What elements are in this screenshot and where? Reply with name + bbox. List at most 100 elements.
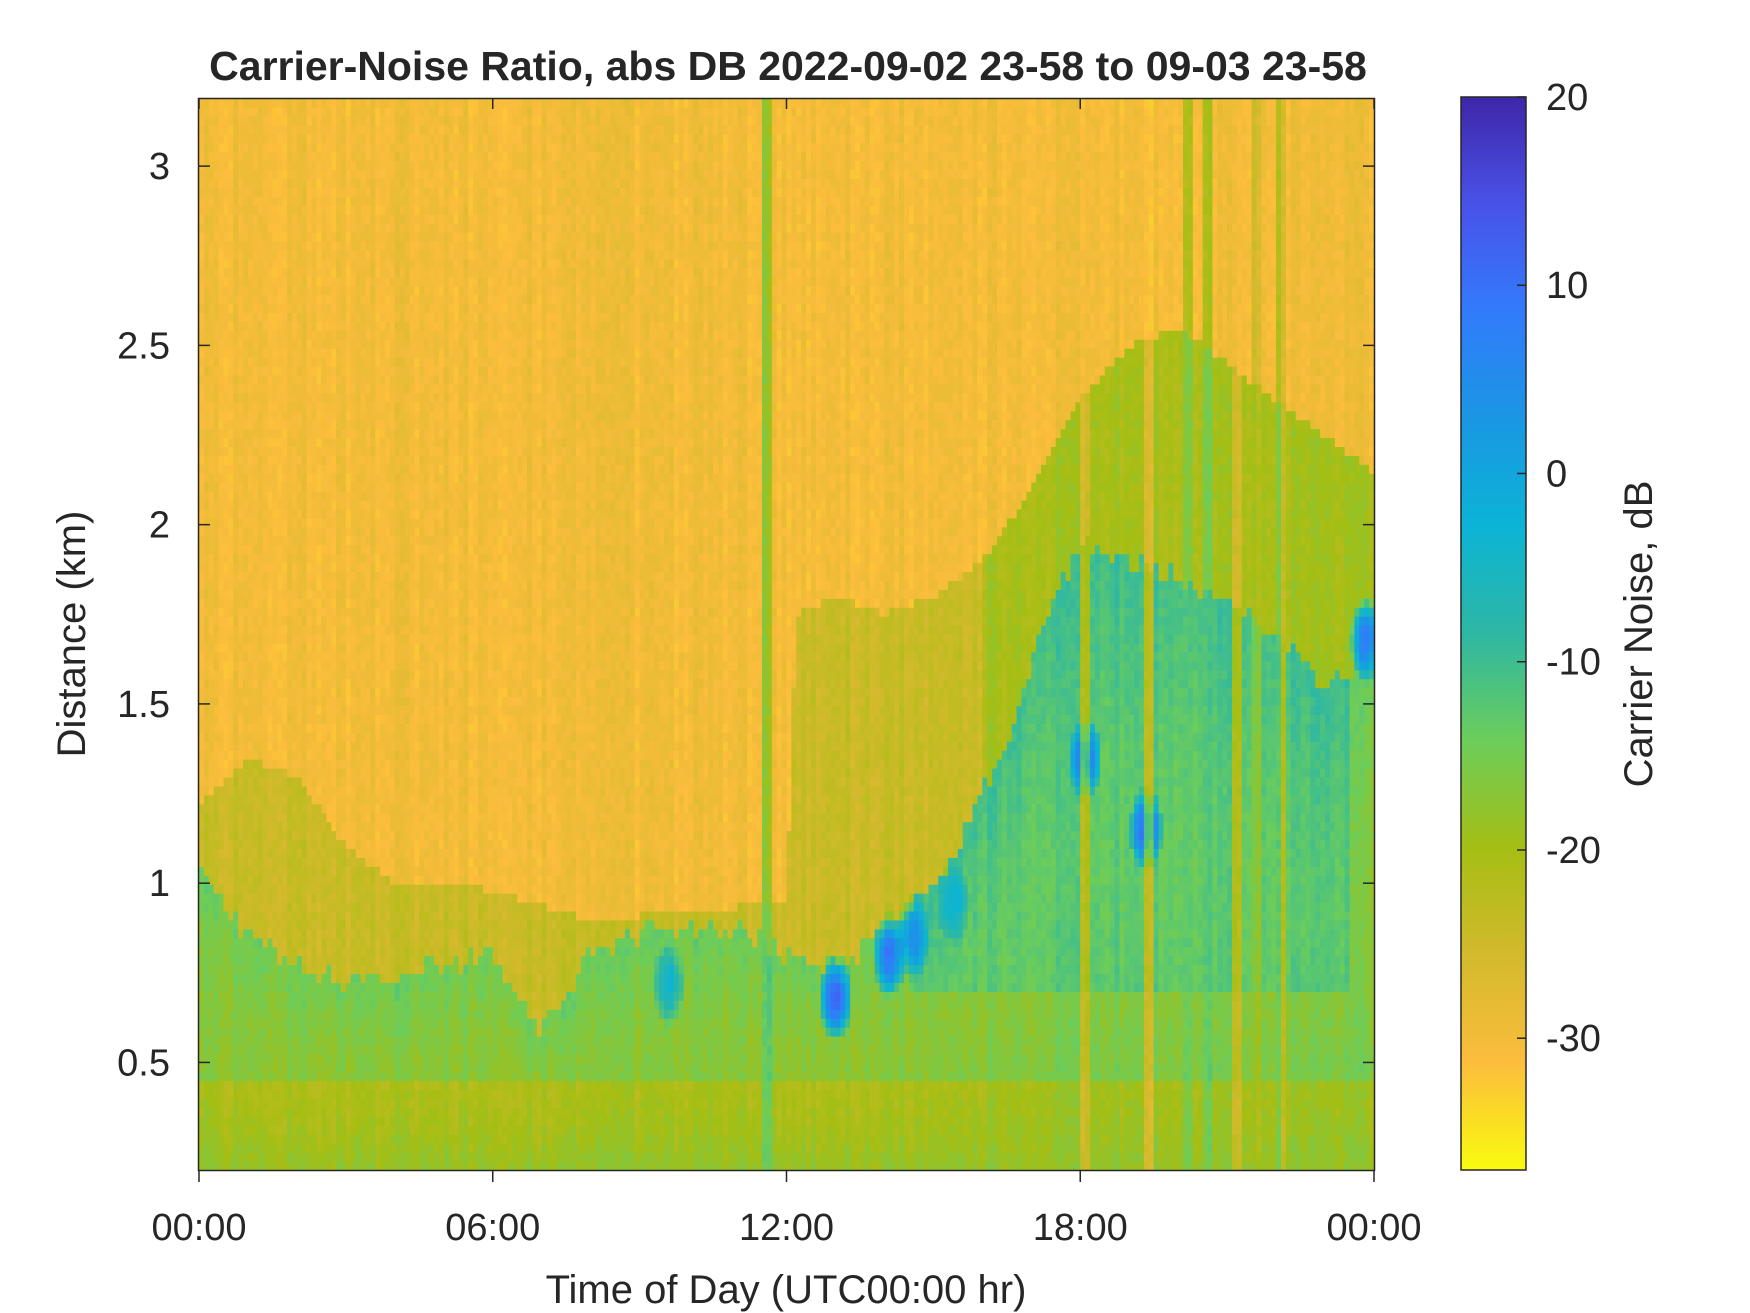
heatmap-cell bbox=[340, 768, 347, 778]
heatmap-cell bbox=[243, 562, 249, 573]
heatmap-cell bbox=[311, 884, 318, 894]
heatmap-cell bbox=[394, 589, 401, 599]
heatmap-cell bbox=[345, 303, 352, 313]
heatmap-cell bbox=[218, 991, 225, 1001]
heatmap-cell bbox=[380, 705, 386, 715]
heatmap-cell bbox=[282, 1071, 288, 1082]
heatmap-cell bbox=[340, 419, 347, 430]
heatmap-cell bbox=[336, 1009, 342, 1019]
heatmap-cell bbox=[301, 196, 308, 206]
heatmap-cell bbox=[321, 705, 327, 715]
heatmap-cell bbox=[375, 982, 381, 992]
heatmap-cell bbox=[296, 580, 303, 590]
heatmap-cell bbox=[306, 884, 313, 894]
heatmap-cell bbox=[365, 973, 371, 983]
heatmap-cell bbox=[365, 642, 371, 653]
heatmap-cell bbox=[301, 267, 308, 278]
heatmap-cell bbox=[277, 240, 283, 251]
heatmap-cell bbox=[252, 589, 259, 599]
heatmap-cell bbox=[213, 759, 220, 769]
heatmap-cell bbox=[399, 866, 406, 876]
heatmap-cell bbox=[385, 473, 391, 483]
heatmap-cell bbox=[257, 857, 264, 867]
heatmap-cell bbox=[350, 142, 357, 153]
heatmap-cell bbox=[389, 607, 396, 617]
heatmap-cell bbox=[296, 812, 303, 823]
heatmap-cell bbox=[208, 642, 215, 653]
heatmap-cell bbox=[301, 419, 308, 430]
heatmap-cell bbox=[321, 723, 327, 733]
heatmap-cell bbox=[287, 741, 293, 751]
heatmap-cell bbox=[267, 803, 274, 814]
heatmap-cell bbox=[355, 1062, 362, 1073]
heatmap-cell bbox=[277, 607, 283, 617]
heatmap-cell bbox=[336, 517, 342, 528]
heatmap-cell bbox=[350, 1018, 357, 1028]
heatmap-cell bbox=[218, 955, 225, 966]
heatmap-cell bbox=[345, 580, 352, 590]
heatmap-cell bbox=[238, 553, 244, 564]
heatmap-cell bbox=[277, 589, 283, 599]
heatmap-cell bbox=[345, 1027, 352, 1037]
heatmap-cell bbox=[272, 196, 278, 206]
heatmap-cell bbox=[355, 625, 362, 635]
heatmap-cell bbox=[277, 348, 283, 358]
heatmap-cell bbox=[370, 794, 376, 805]
heatmap-cell bbox=[350, 321, 357, 331]
heatmap-cell bbox=[389, 580, 396, 590]
heatmap-cell bbox=[247, 1018, 254, 1028]
heatmap-cell bbox=[267, 651, 274, 662]
heatmap-cell bbox=[218, 821, 225, 832]
heatmap-cell bbox=[208, 357, 215, 367]
heatmap-cell bbox=[360, 1143, 367, 1153]
heatmap-cell bbox=[301, 937, 308, 948]
heatmap-cell bbox=[350, 642, 357, 653]
heatmap-cell bbox=[365, 330, 371, 340]
heatmap-cell bbox=[365, 1036, 371, 1046]
heatmap-cell bbox=[247, 276, 254, 287]
heatmap-cell bbox=[380, 660, 386, 671]
heatmap-cell bbox=[262, 714, 269, 724]
heatmap-cell bbox=[277, 768, 283, 778]
heatmap-cell bbox=[306, 98, 313, 108]
heatmap-cell bbox=[394, 205, 401, 215]
heatmap-cell bbox=[223, 249, 229, 260]
heatmap-cell bbox=[380, 839, 386, 849]
heatmap-cell bbox=[282, 410, 288, 421]
heatmap-cell bbox=[389, 705, 396, 715]
heatmap-cell bbox=[252, 964, 259, 975]
heatmap-cell bbox=[385, 732, 391, 742]
heatmap-cell bbox=[370, 750, 376, 760]
heatmap-cell bbox=[218, 651, 225, 662]
heatmap-cell bbox=[296, 124, 303, 135]
heatmap-cell bbox=[238, 1071, 244, 1082]
heatmap-cell bbox=[370, 642, 376, 653]
heatmap-cell bbox=[262, 937, 269, 948]
heatmap-cell bbox=[287, 705, 293, 715]
heatmap-cell bbox=[228, 428, 234, 439]
heatmap-cell bbox=[238, 884, 244, 894]
heatmap-cell bbox=[380, 589, 386, 599]
heatmap-cell bbox=[238, 964, 244, 975]
heatmap-cell bbox=[267, 106, 274, 117]
heatmap-cell bbox=[208, 383, 215, 394]
heatmap-cell bbox=[257, 616, 264, 626]
heatmap-cell bbox=[262, 223, 269, 233]
heatmap-cell bbox=[287, 374, 293, 385]
heatmap-cell bbox=[321, 160, 327, 171]
heatmap-cell bbox=[282, 625, 288, 635]
heatmap-cell bbox=[394, 517, 401, 528]
heatmap-cell bbox=[199, 410, 205, 421]
heatmap-cell bbox=[380, 321, 386, 331]
heatmap-cell bbox=[336, 625, 342, 635]
heatmap-cell bbox=[233, 991, 239, 1001]
heatmap-cell bbox=[282, 875, 288, 885]
heatmap-cell bbox=[385, 866, 391, 876]
heatmap-cell bbox=[282, 535, 288, 546]
heatmap-cell bbox=[385, 214, 391, 224]
heatmap-cell bbox=[399, 571, 406, 581]
heatmap-cell bbox=[223, 1036, 229, 1046]
heatmap-cell bbox=[213, 634, 220, 644]
heatmap-cell bbox=[380, 571, 386, 581]
heatmap-cell bbox=[336, 803, 342, 814]
